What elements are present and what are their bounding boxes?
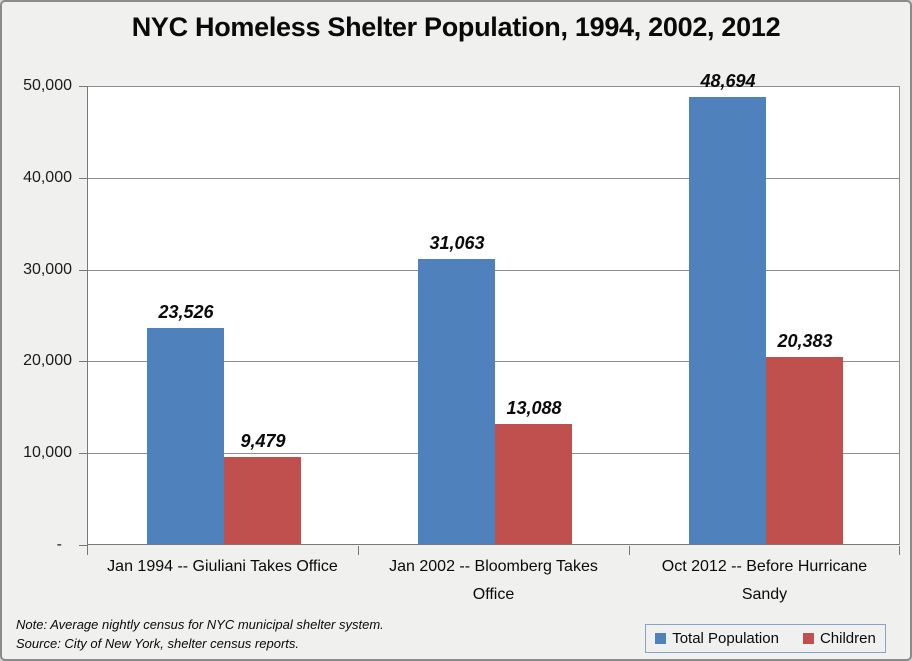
y-axis-tick-10000: [79, 453, 88, 454]
x-axis-tick-1: [358, 546, 359, 555]
y-axis-tick-50000: [79, 86, 88, 87]
legend-label-total-population: Total Population: [672, 630, 779, 647]
x-category-label-text: Jan 2002 -- Bloomberg Takes Office: [389, 558, 598, 603]
legend-label-children: Children: [819, 630, 876, 647]
legend: Total Population Children: [645, 624, 886, 653]
gridline-40000: [88, 178, 899, 179]
value-label-children-2: 13,088: [506, 398, 562, 418]
source-text: Source: City of New York, shelter census…: [16, 636, 299, 651]
bar-total-population-1: [147, 328, 224, 544]
y-axis-label-50000: 50,000: [23, 77, 72, 94]
value-label-total-population-1: 23,526: [158, 302, 214, 322]
y-axis-tick-40000: [79, 178, 88, 179]
legend-item-children: Children: [802, 630, 876, 647]
value-label-total-population-3: 48,694: [700, 71, 756, 91]
legend-item-total-population: Total Population: [655, 630, 779, 647]
y-axis-label-20000: 20,000: [23, 352, 72, 369]
bar-total-population-2: [418, 259, 495, 544]
x-category-label-2: Jan 2002 -- Bloomberg Takes Office: [358, 553, 629, 609]
value-label-children-1: 9,479: [240, 431, 286, 451]
plot-area: 23,526 31,063 48,694 9,479 13,088 20,383: [87, 71, 900, 545]
bar-children-2: [495, 424, 572, 544]
x-category-label-text: Jan 1994 -- Giuliani Takes Office: [107, 558, 338, 575]
bar-children-1: [224, 457, 301, 544]
note-text: Note: Average nightly census for NYC mun…: [16, 617, 384, 632]
chart-title: NYC Homeless Shelter Population, 1994, 2…: [131, 12, 781, 42]
x-axis-tick-3: [899, 546, 900, 555]
x-axis-tick-2: [629, 546, 630, 555]
bar-total-population-3: [689, 97, 766, 544]
x-category-label-text: Oct 2012 -- Before Hurricane Sandy: [661, 558, 868, 603]
x-axis-tick-0: [87, 546, 88, 555]
x-category-label-3: Oct 2012 -- Before Hurricane Sandy: [629, 553, 900, 609]
x-category-label-1: Jan 1994 -- Giuliani Takes Office: [87, 553, 358, 581]
legend-swatch-children-icon: [802, 633, 814, 644]
legend-swatch-total-population-icon: [655, 633, 667, 644]
y-axis-tick-30000: [79, 270, 88, 271]
y-axis-label-40000: 40,000: [23, 169, 72, 186]
y-axis-label-30000: 30,000: [23, 261, 72, 278]
footnotes: Note: Average nightly census for NYC mun…: [16, 615, 384, 653]
y-axis-tick-0: [79, 545, 88, 546]
value-label-total-population-2: 31,063: [429, 233, 485, 253]
y-axis-tick-20000: [79, 361, 88, 362]
y-axis-label-0: -: [56, 536, 62, 553]
bar-children-3: [766, 357, 843, 544]
value-label-children-3: 20,383: [777, 331, 833, 351]
y-axis-label-10000: 10,000: [23, 444, 72, 461]
